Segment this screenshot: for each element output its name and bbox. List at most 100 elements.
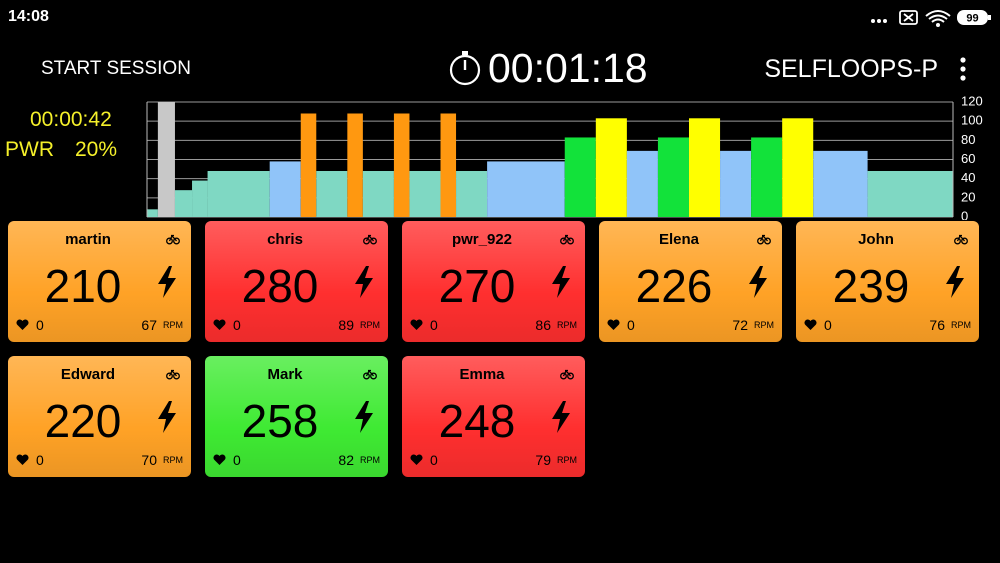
heart-rate: 0 — [233, 317, 241, 333]
rider-power: 270 — [438, 260, 516, 312]
bike-icon — [166, 234, 180, 245]
rider-name: pwr_922 — [451, 231, 513, 248]
cadence: 86 — [535, 317, 551, 333]
rider-power: 210 — [44, 260, 122, 312]
rider-power: 220 — [44, 395, 122, 447]
bar — [564, 137, 596, 217]
overflow-menu[interactable] — [955, 56, 971, 84]
heart-icon — [804, 319, 817, 330]
cadence: 67 — [141, 317, 157, 333]
session-timer: 00:01:18 — [488, 45, 648, 91]
power-icon — [552, 401, 570, 433]
rider-power: 258 — [241, 395, 319, 447]
bike-icon — [757, 234, 771, 245]
bar — [269, 161, 301, 217]
workout-chart: 0 20 40 60 80 100 120 — [146, 93, 983, 220]
cadence: 89 — [338, 317, 354, 333]
cadence-unit: RPM — [360, 455, 380, 465]
bar — [393, 113, 410, 217]
bar — [456, 171, 488, 217]
bar — [174, 190, 193, 217]
rider-card[interactable]: pwr_922 270 0 86 RPM — [402, 221, 585, 342]
bar — [157, 102, 175, 217]
bar — [440, 113, 457, 217]
cadence-unit: RPM — [557, 455, 577, 465]
rider-card[interactable]: Edward 220 0 70 RPM — [8, 356, 191, 477]
cadence-unit: RPM — [951, 320, 971, 330]
bar — [867, 171, 953, 217]
cadence: 79 — [535, 452, 551, 468]
y-tick-label: 60 — [961, 151, 975, 166]
bar — [300, 113, 317, 217]
power-icon — [946, 266, 964, 298]
y-tick-label: 120 — [961, 93, 983, 108]
y-tick-label: 20 — [961, 189, 975, 204]
heart-rate: 0 — [430, 317, 438, 333]
bar — [207, 171, 270, 217]
segment-power-value: 20% — [75, 138, 118, 161]
power-icon — [749, 266, 767, 298]
bar — [813, 150, 868, 217]
rider-power: 280 — [241, 260, 319, 312]
rider-card[interactable]: chris 280 0 89 RPM — [205, 221, 388, 342]
y-tick-label: 40 — [961, 170, 975, 185]
cadence-unit: RPM — [163, 320, 183, 330]
heart-icon — [410, 319, 423, 330]
status-icons: 99 — [871, 10, 991, 27]
rider-card[interactable]: John 239 0 76 RPM — [796, 221, 979, 342]
bike-icon — [560, 234, 574, 245]
segment-power-label: PWR — [5, 138, 54, 161]
heart-icon — [410, 454, 423, 465]
cadence: 70 — [141, 452, 157, 468]
rider-card[interactable]: Mark 258 0 82 RPM — [205, 356, 388, 477]
rider-power: 226 — [635, 260, 713, 312]
heart-icon — [16, 454, 29, 465]
power-icon — [158, 266, 176, 298]
heart-rate: 0 — [824, 317, 832, 333]
bar — [657, 137, 689, 217]
cadence-unit: RPM — [163, 455, 183, 465]
rider-name: Edward — [60, 366, 116, 383]
start-session-button[interactable]: START SESSION — [41, 58, 191, 79]
y-tick-label: 0 — [961, 208, 968, 220]
power-icon — [355, 266, 373, 298]
device-title: SELFLOOPS-P — [764, 55, 938, 83]
segment-time: 00:00:42 — [30, 108, 112, 131]
rider-name: Elena — [658, 231, 700, 248]
bike-icon — [166, 369, 180, 380]
bike-icon — [954, 234, 968, 245]
bar — [487, 161, 565, 217]
bar — [782, 118, 814, 217]
cadence: 82 — [338, 452, 354, 468]
rider-card[interactable]: Emma 248 0 79 RPM — [402, 356, 585, 477]
bike-icon — [363, 234, 377, 245]
rider-name: Emma — [459, 366, 505, 383]
heart-icon — [607, 319, 620, 330]
bar — [362, 171, 394, 217]
bar — [409, 171, 441, 217]
y-tick-label: 80 — [961, 132, 975, 147]
rider-name: Mark — [267, 366, 303, 383]
status-time: 14:08 — [8, 8, 49, 25]
stopwatch-icon — [449, 51, 481, 86]
rider-card[interactable]: martin 210 0 67 RPM — [8, 221, 191, 342]
power-icon — [355, 401, 373, 433]
power-icon — [552, 266, 570, 298]
bar — [688, 118, 721, 217]
rider-name: martin — [65, 231, 111, 248]
rider-name: John — [858, 231, 894, 248]
bar — [626, 150, 658, 217]
cadence: 72 — [732, 317, 748, 333]
bar — [316, 171, 348, 217]
rider-card[interactable]: Elena 226 0 72 RPM — [599, 221, 782, 342]
heart-icon — [213, 319, 226, 330]
heart-icon — [213, 454, 226, 465]
y-tick-label: 100 — [961, 113, 983, 128]
bar — [147, 209, 158, 217]
bar — [720, 150, 752, 217]
heart-rate: 0 — [627, 317, 635, 333]
cadence-unit: RPM — [557, 320, 577, 330]
bike-icon — [363, 369, 377, 380]
heart-rate: 0 — [430, 452, 438, 468]
